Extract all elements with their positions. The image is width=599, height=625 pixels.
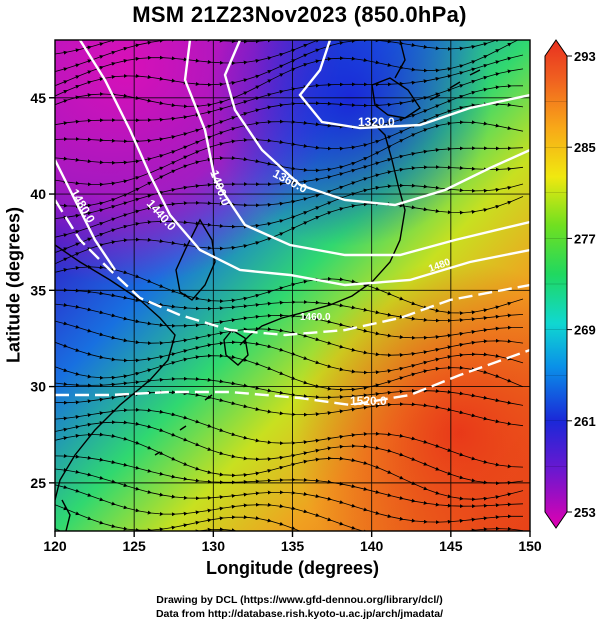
kyushu-coast bbox=[223, 329, 249, 366]
colorbar-tick-label: 261 bbox=[574, 414, 596, 429]
drawing-credit: Drawing by DCL (https://www.gfd-dennou.o… bbox=[156, 594, 443, 606]
contour-label: 1520.0 bbox=[350, 394, 387, 408]
x-axis-label: Longitude (degrees) bbox=[205, 558, 379, 578]
map-title: MSM 21Z23Nov2023 (850.0hPa) bbox=[132, 2, 467, 27]
wind-streamlines bbox=[55, 40, 524, 531]
x-tick-label: 140 bbox=[360, 538, 384, 554]
x-axis: 120 125 130 135 140 145 150 bbox=[43, 531, 542, 554]
contour-label: 1320.0 bbox=[358, 115, 395, 129]
x-tick-label: 135 bbox=[281, 538, 305, 554]
streamline bbox=[55, 353, 524, 392]
colorbar-tick-label: 277 bbox=[574, 231, 596, 246]
colorbar-ticks: 293 285 277 269 261 253 bbox=[545, 49, 596, 520]
x-tick-label: 145 bbox=[439, 538, 463, 554]
contour-1460 bbox=[55, 159, 116, 271]
x-tick-label: 130 bbox=[202, 538, 226, 554]
contour-1360 bbox=[223, 40, 530, 207]
contour-1440 bbox=[78, 40, 530, 287]
height-contours bbox=[55, 40, 530, 407]
contour-label: 1460.0 bbox=[300, 312, 331, 323]
colorbar-tick-label: 293 bbox=[574, 49, 596, 64]
x-tick-label: 120 bbox=[43, 538, 67, 554]
lat-lon-grid bbox=[55, 40, 530, 531]
y-tick-label: 30 bbox=[30, 379, 46, 395]
x-tick-label: 150 bbox=[518, 538, 542, 554]
colorbar-tick-label: 285 bbox=[574, 140, 596, 155]
y-tick-label: 25 bbox=[30, 475, 46, 491]
y-axis: 25 30 35 40 45 bbox=[30, 90, 55, 491]
hokkaido-coast bbox=[371, 77, 421, 119]
x-tick-label: 125 bbox=[122, 538, 146, 554]
contour-1520 bbox=[55, 348, 530, 407]
streamline bbox=[55, 196, 524, 265]
sakhalin-coast bbox=[394, 40, 406, 79]
y-tick-label: 40 bbox=[30, 186, 46, 202]
y-tick-label: 35 bbox=[30, 282, 46, 298]
ryukyu-islands bbox=[154, 394, 213, 456]
y-tick-label: 45 bbox=[30, 90, 46, 106]
contour-1480 bbox=[55, 199, 530, 337]
colorbar-tick-label: 253 bbox=[574, 505, 596, 520]
data-credit: Data from http://database.rish.kyoto-u.a… bbox=[155, 608, 444, 620]
contour-1320 bbox=[298, 40, 530, 130]
colorbar: 293 285 277 269 261 253 bbox=[544, 39, 596, 529]
china-coast bbox=[55, 244, 176, 501]
taiwan-coast bbox=[61, 499, 71, 531]
contour-1400 bbox=[183, 40, 530, 257]
colorbar-tick-label: 269 bbox=[574, 323, 596, 338]
